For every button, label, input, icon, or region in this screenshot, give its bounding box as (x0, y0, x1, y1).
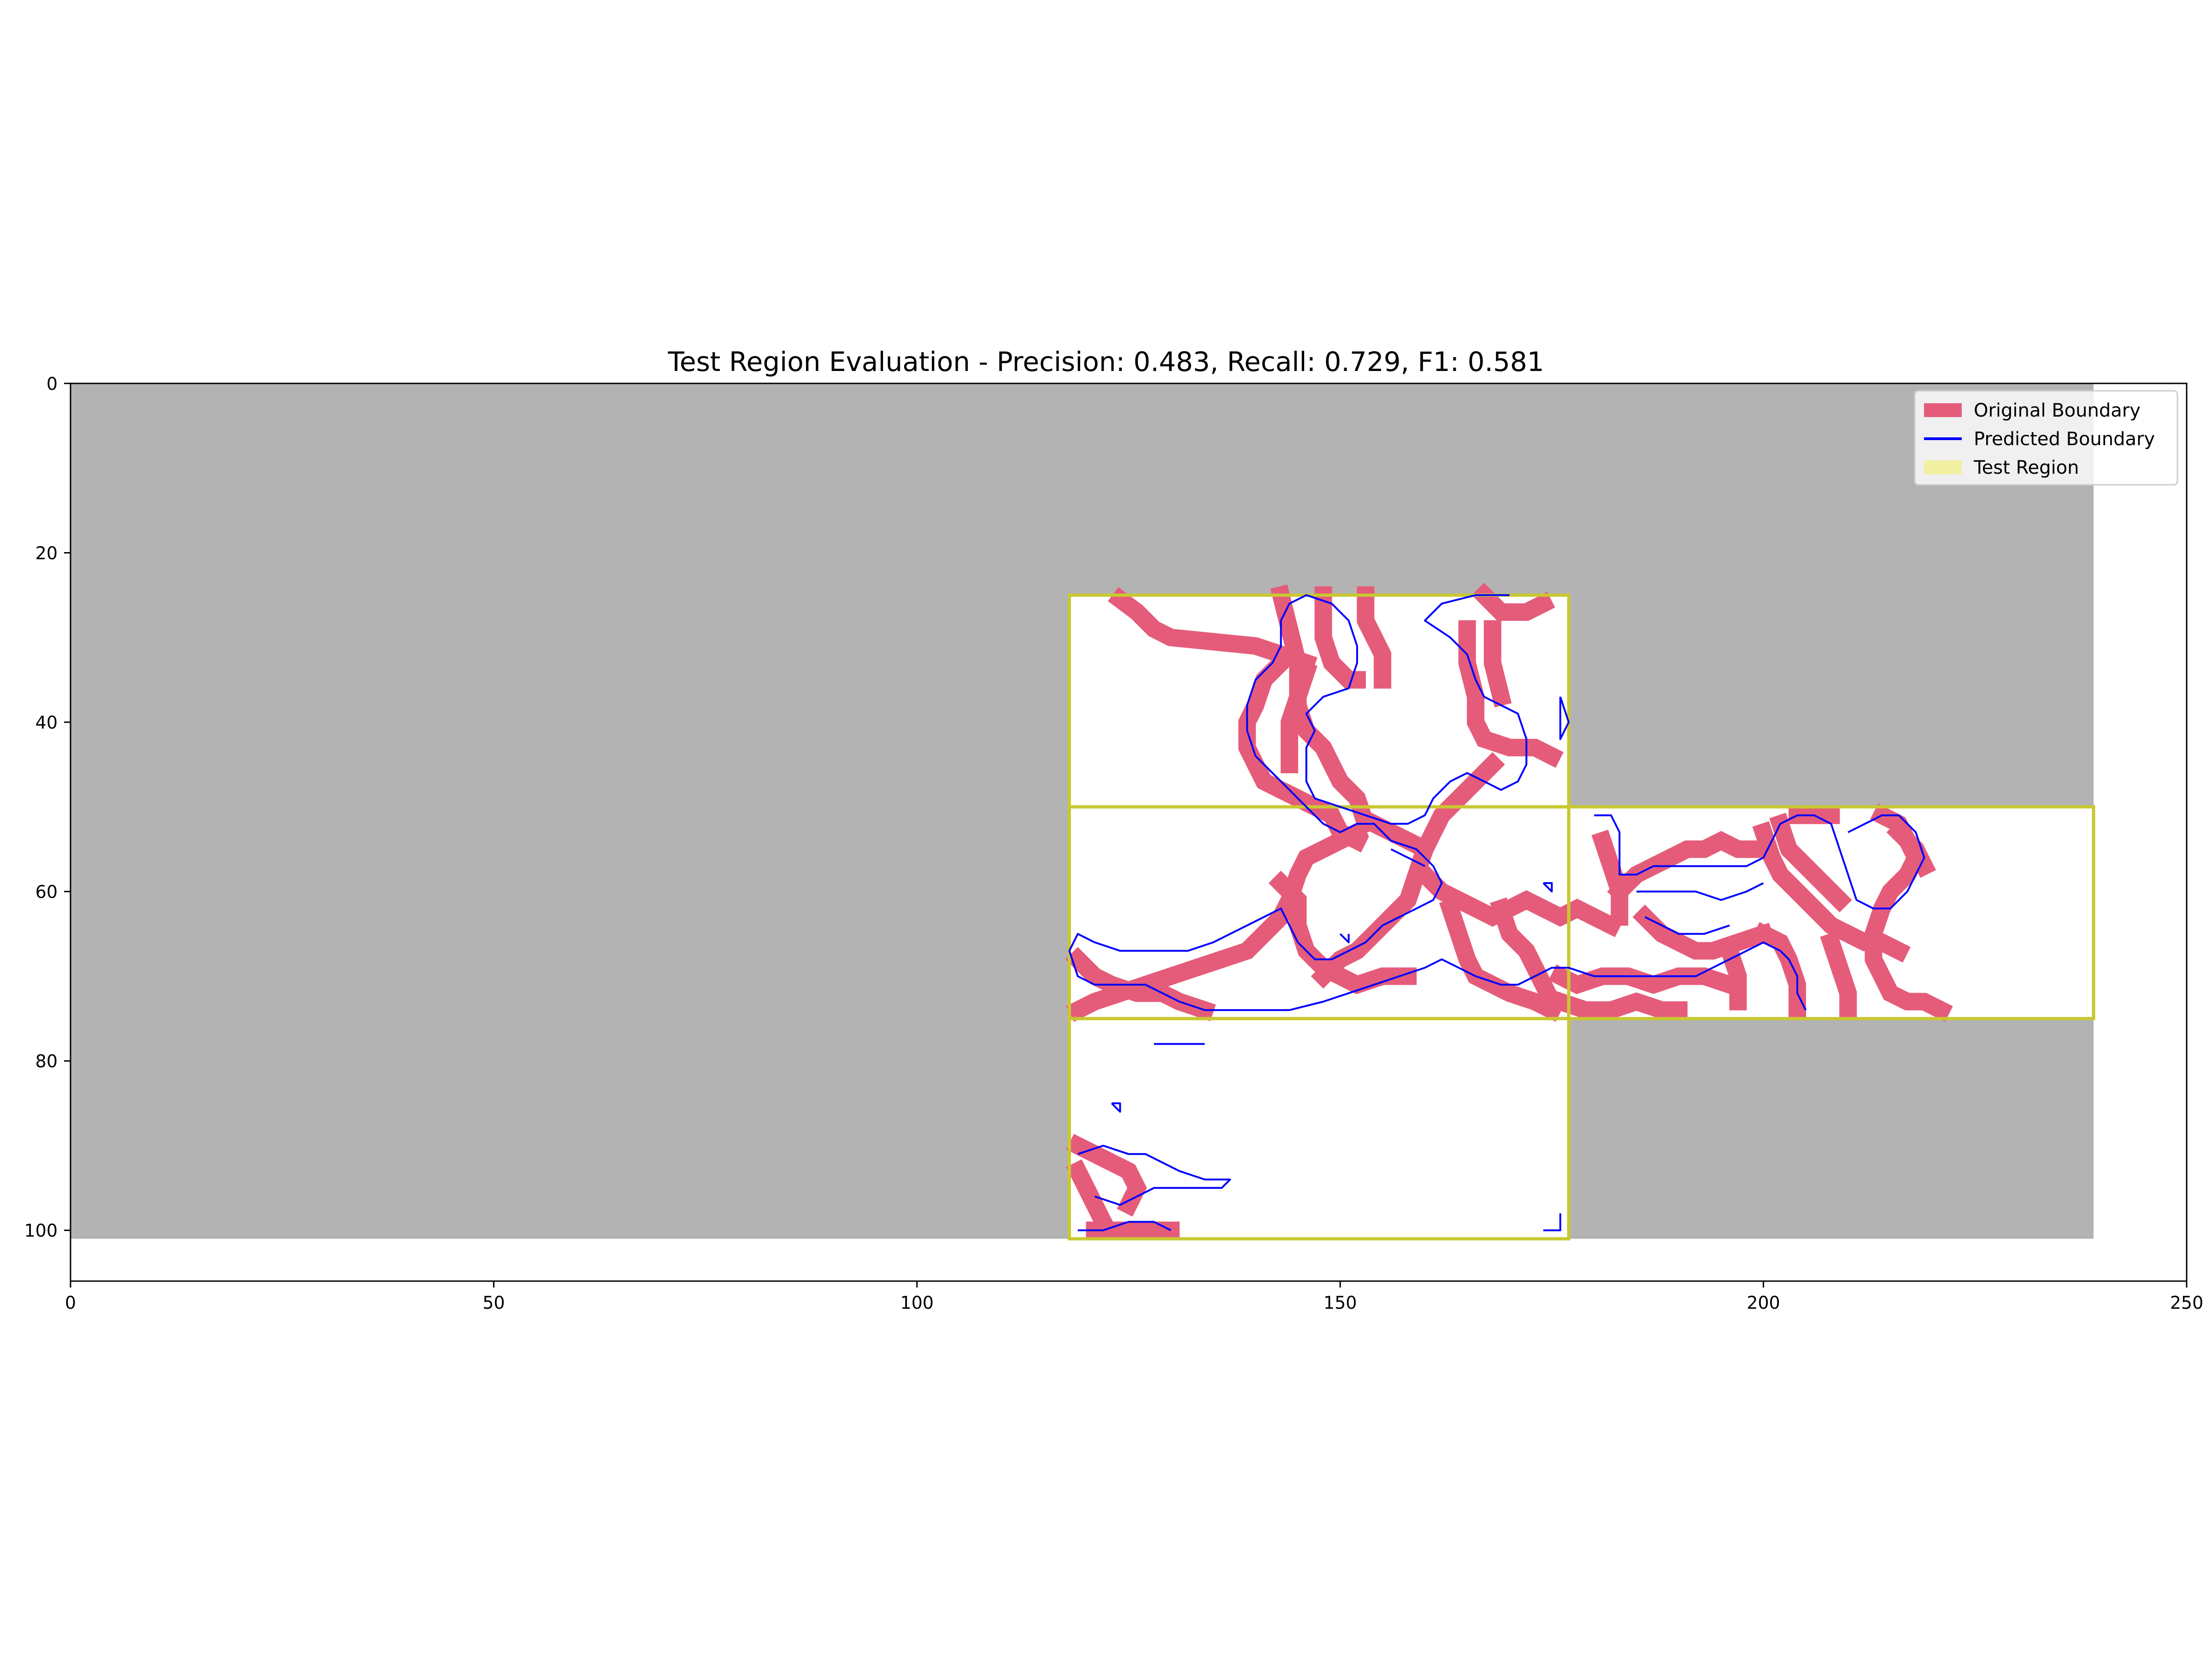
legend-label: Original Boundary (1974, 400, 2141, 421)
y-tick-label: 0 (47, 374, 58, 394)
plot-frame (70, 382, 2188, 1282)
original-boundary-segment (1066, 1159, 1115, 1234)
original-boundary-segment (1769, 812, 1852, 912)
original-boundary-segment (1471, 582, 1555, 621)
x-tick-label: 150 (1324, 1293, 1357, 1313)
original-boundary-segment (1357, 586, 1391, 689)
original-boundary-segment (1270, 584, 1377, 835)
original-boundary-segment (1548, 964, 1741, 996)
original-boundary-segment (1281, 660, 1318, 773)
y-tick-label: 20 (35, 543, 58, 564)
test-region-fill (1069, 1018, 1569, 1239)
predicted-boundary-contour (1390, 848, 1425, 867)
predicted-boundary-contour (1111, 1102, 1121, 1113)
original-boundary-segment (1362, 812, 1437, 861)
x-tick-label: 0 (65, 1293, 76, 1313)
original-boundary-segment (1483, 620, 1512, 708)
original-boundary-segment (1549, 990, 1688, 1019)
original-boundary-segment (1632, 904, 1775, 960)
plot-area (70, 382, 2188, 1282)
legend-box (1914, 390, 2178, 486)
y-tick-label: 40 (35, 712, 58, 733)
x-axis: 0 50 100 150 200 250 (65, 1281, 2203, 1313)
y-tick-label: 100 (24, 1221, 58, 1241)
original-boundary-segment (1066, 1134, 1147, 1217)
legend-swatch-test-region (1924, 460, 1962, 474)
y-tick-label: 80 (35, 1051, 58, 1071)
predicted-boundary-contour (1339, 933, 1350, 943)
predicted-boundary-contour (1068, 594, 1807, 1011)
predicted-boundary-contour (1077, 1221, 1171, 1231)
x-tick-label: 200 (1747, 1293, 1780, 1313)
legend-label: Predicted Boundary (1974, 429, 2155, 450)
test-region-outline (1067, 1017, 1571, 1241)
original-boundary-segment (1820, 931, 1857, 1019)
chart-title: Test Region Evaluation - Precision: 0.48… (667, 346, 1544, 377)
original-boundary-segment (1591, 830, 1629, 926)
test-region-layer (1067, 593, 2095, 1241)
legend-label: Test Region (1973, 457, 2079, 478)
x-tick-label: 100 (900, 1293, 934, 1313)
x-tick-label: 50 (482, 1293, 505, 1313)
original-boundary-segment (1886, 820, 1936, 878)
predicted-boundary-contour (1644, 916, 1730, 935)
original-boundary-segment (1718, 940, 1747, 1011)
predicted-boundary-contour (1542, 882, 1553, 893)
original-boundary-segment (1458, 620, 1564, 768)
original-boundary-segment (1238, 650, 1369, 853)
y-tick-label: 60 (35, 882, 58, 902)
predicted-boundary-contour (1543, 1213, 1561, 1231)
legend: Original Boundary Predicted Boundary Test … (1914, 390, 2178, 486)
original-boundary-segment (1439, 897, 1564, 1022)
legend-swatch-original-boundary (1924, 403, 1962, 417)
y-axis: 0 20 40 60 80 100 (24, 374, 71, 1241)
predicted-boundary-layer (1068, 594, 1925, 1231)
test-region-outline (1567, 805, 2095, 1020)
predicted-boundary-contour (1077, 1145, 1231, 1206)
original-boundary-segment (1490, 897, 1564, 1014)
predicted-boundary-contour (1594, 814, 1925, 910)
predicted-boundary-contour (1559, 696, 1570, 740)
x-tick-label: 250 (2170, 1293, 2204, 1313)
predicted-boundary-contour (1636, 882, 1764, 901)
